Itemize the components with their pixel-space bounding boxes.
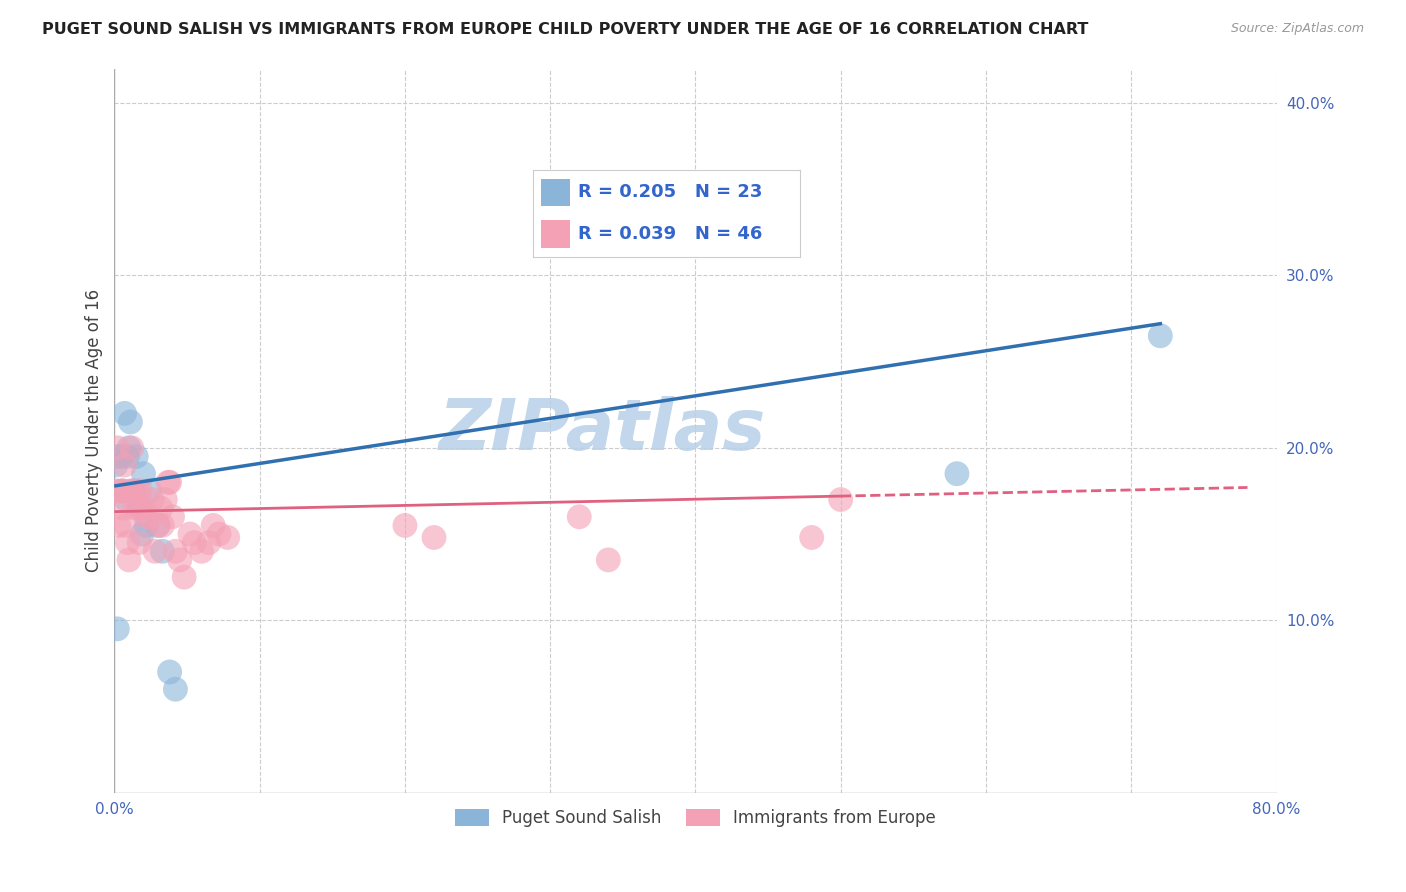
Legend: Puget Sound Salish, Immigrants from Europe: Puget Sound Salish, Immigrants from Euro… xyxy=(447,800,943,835)
Text: PUGET SOUND SALISH VS IMMIGRANTS FROM EUROPE CHILD POVERTY UNDER THE AGE OF 16 C: PUGET SOUND SALISH VS IMMIGRANTS FROM EU… xyxy=(42,22,1088,37)
Point xyxy=(132,501,155,516)
Point xyxy=(143,544,166,558)
Point xyxy=(155,492,177,507)
Point xyxy=(202,518,225,533)
Text: Source: ZipAtlas.com: Source: ZipAtlas.com xyxy=(1230,22,1364,36)
Point xyxy=(128,501,150,516)
Point xyxy=(800,531,823,545)
Point xyxy=(146,518,169,533)
Point xyxy=(107,450,129,464)
Point xyxy=(138,509,160,524)
Point xyxy=(132,467,155,481)
Point xyxy=(1149,328,1171,343)
Point xyxy=(146,518,169,533)
Point xyxy=(149,501,172,516)
Point xyxy=(125,450,148,464)
Point xyxy=(111,450,134,464)
Point xyxy=(105,622,128,636)
Point xyxy=(208,527,231,541)
Point xyxy=(138,483,160,498)
Point xyxy=(107,518,129,533)
Point xyxy=(120,415,142,429)
Y-axis label: Child Poverty Under the Age of 16: Child Poverty Under the Age of 16 xyxy=(86,289,103,572)
Point xyxy=(118,553,141,567)
Point xyxy=(121,441,143,455)
Point xyxy=(124,501,146,516)
Point xyxy=(111,483,134,498)
Point xyxy=(830,492,852,507)
Point xyxy=(173,570,195,584)
Point xyxy=(122,483,145,498)
Point xyxy=(150,544,173,558)
Point xyxy=(114,406,136,420)
Point xyxy=(159,475,181,490)
Point xyxy=(141,492,163,507)
Point xyxy=(162,509,184,524)
Point xyxy=(105,441,128,455)
Point xyxy=(131,501,153,516)
Point xyxy=(198,535,221,549)
Point xyxy=(115,492,138,507)
Point xyxy=(169,553,191,567)
Point xyxy=(165,544,187,558)
Point xyxy=(110,483,132,498)
Point xyxy=(423,531,446,545)
Point xyxy=(165,682,187,697)
Point xyxy=(183,535,205,549)
Point xyxy=(135,518,157,533)
Point xyxy=(598,553,620,567)
Point xyxy=(117,450,139,464)
Point xyxy=(115,518,138,533)
Point xyxy=(946,467,969,481)
Point xyxy=(117,535,139,549)
Point xyxy=(190,544,212,558)
Point xyxy=(179,527,201,541)
Point xyxy=(129,483,152,498)
Point xyxy=(157,475,180,490)
Point xyxy=(104,483,127,498)
Point xyxy=(135,509,157,524)
Point xyxy=(120,483,142,498)
Point xyxy=(114,458,136,472)
Point xyxy=(104,458,127,472)
Point xyxy=(159,665,181,679)
Point xyxy=(112,483,135,498)
Point xyxy=(568,509,591,524)
Point xyxy=(150,518,173,533)
Point xyxy=(128,535,150,549)
Text: ZIPatlas: ZIPatlas xyxy=(439,396,766,465)
Point xyxy=(131,527,153,541)
Point xyxy=(122,483,145,498)
Point xyxy=(127,483,149,498)
Point xyxy=(217,531,239,545)
Point xyxy=(118,441,141,455)
Point xyxy=(112,501,135,516)
Point xyxy=(394,518,416,533)
